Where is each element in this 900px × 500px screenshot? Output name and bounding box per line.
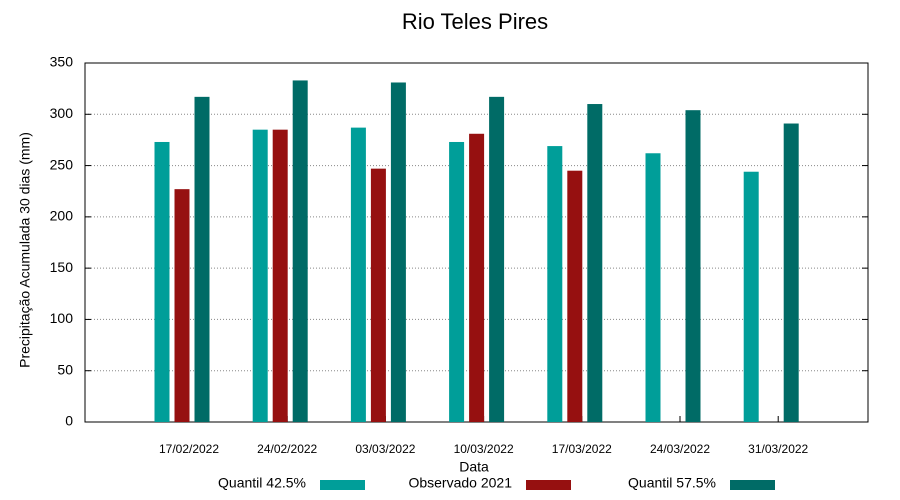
bar xyxy=(350,127,366,423)
y-tick-label: 150 xyxy=(50,259,74,275)
y-tick-label: 0 xyxy=(65,413,73,429)
legend-label: Observado 2021 xyxy=(408,475,512,491)
bar xyxy=(370,168,386,422)
bar xyxy=(292,80,308,423)
x-tick-label: 31/03/2022 xyxy=(748,442,808,456)
x-tick-label: 17/03/2022 xyxy=(552,442,612,456)
x-tick-label: 03/03/2022 xyxy=(355,442,415,456)
y-tick-label: 50 xyxy=(57,361,73,377)
bar xyxy=(390,82,406,422)
y-tick-label: 200 xyxy=(50,208,74,224)
chart-title: Rio Teles Pires xyxy=(402,9,548,34)
x-tick-label: 24/02/2022 xyxy=(257,442,317,456)
legend-swatch xyxy=(320,480,365,490)
bar xyxy=(743,171,759,422)
bar xyxy=(252,129,268,422)
y-axis-label: Precipitação Acumulada 30 dias (mm) xyxy=(17,132,33,368)
legend-label: Quantil 42.5% xyxy=(218,475,306,491)
bar xyxy=(489,96,505,422)
bar xyxy=(449,141,465,423)
legend-swatch xyxy=(526,480,571,490)
bar xyxy=(194,96,210,422)
x-axis-label: Data xyxy=(459,459,489,475)
y-tick-label: 300 xyxy=(50,105,74,121)
y-tick-label: 100 xyxy=(50,310,74,326)
x-tick-label: 24/03/2022 xyxy=(650,442,710,456)
y-tick-label: 350 xyxy=(50,54,74,70)
bar xyxy=(587,104,603,423)
bar xyxy=(154,141,170,423)
x-tick-label: 17/02/2022 xyxy=(159,442,219,456)
bar xyxy=(685,110,701,422)
bar xyxy=(783,123,799,422)
bar xyxy=(272,129,288,422)
legend-label: Quantil 57.5% xyxy=(628,475,716,491)
legend-swatch xyxy=(730,480,775,490)
bar xyxy=(469,133,485,422)
bar xyxy=(567,170,583,422)
x-tick-label: 10/03/2022 xyxy=(454,442,514,456)
bar xyxy=(174,189,190,422)
bar xyxy=(547,146,563,422)
bar xyxy=(645,153,661,422)
y-tick-label: 250 xyxy=(50,156,74,172)
